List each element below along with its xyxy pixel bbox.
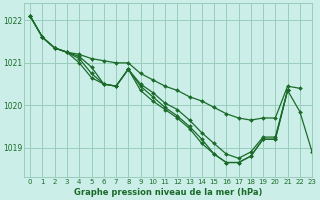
X-axis label: Graphe pression niveau de la mer (hPa): Graphe pression niveau de la mer (hPa) bbox=[74, 188, 262, 197]
